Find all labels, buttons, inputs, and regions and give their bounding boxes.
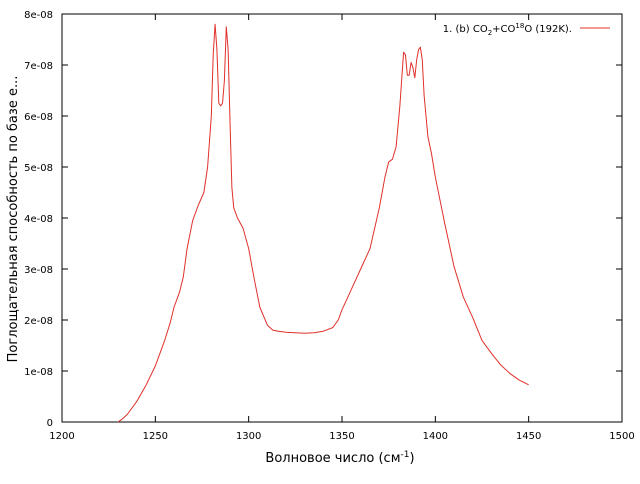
series-line-0 (117, 23, 529, 423)
x-tick-label: 1250 (143, 431, 168, 442)
y-tick-label: 6e-08 (24, 112, 53, 123)
series-layer (117, 23, 529, 423)
y-tick-label: 2e-08 (24, 316, 53, 327)
y-tick-label: 8e-08 (24, 10, 53, 21)
plot-area-frame (61, 13, 623, 423)
x-tick-label: 1400 (423, 431, 448, 442)
x-tick-label: 1350 (329, 431, 354, 442)
legend-label: 1. (b) CO2+CO18O (192K). (443, 22, 572, 37)
x-tick-label: 1300 (236, 431, 261, 442)
y-tick-label: 0 (47, 418, 53, 429)
x-axis-ticks: 1200 1250 1300 1350 1400 1450 1500 (49, 14, 635, 442)
y-tick-label: 1e-08 (24, 367, 53, 378)
y-tick-label: 7e-08 (24, 61, 53, 72)
x-tick-label: 1200 (49, 431, 74, 442)
y-tick-label: 4e-08 (24, 214, 53, 225)
y-axis-ticks: 0 1e-08 2e-08 3e-08 4e-08 5e-08 6e-08 7e-08 8e-0… (24, 10, 622, 429)
legend: 1. (b) CO2+CO18O (192K). (443, 22, 610, 37)
x-axis-title: Волновое число (см-1) (265, 450, 414, 466)
y-tick-label: 3e-08 (24, 265, 53, 276)
x-tick-label: 1500 (609, 431, 634, 442)
y-axis-title: Поглощательная способность по базе e... (6, 76, 21, 363)
y-tick-label: 5e-08 (24, 163, 53, 174)
x-tick-label: 1450 (516, 431, 541, 442)
